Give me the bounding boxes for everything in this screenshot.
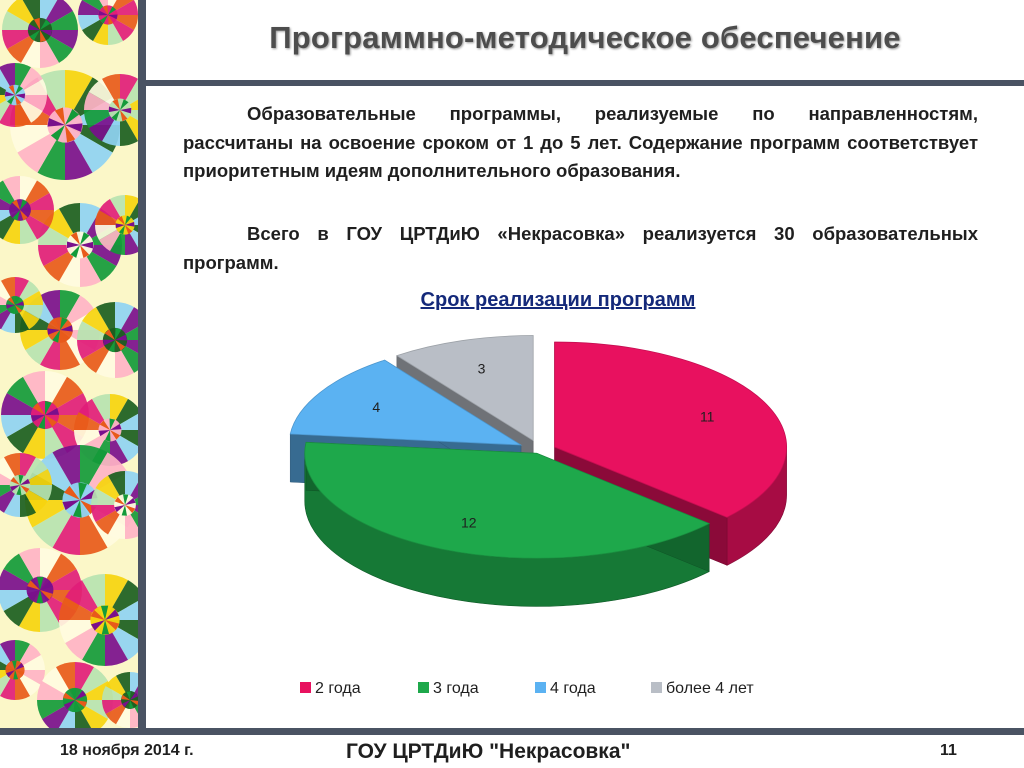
footer-organization: ГОУ ЦРТДиЮ "Некрасовка": [346, 740, 631, 763]
pinwheel-21: [102, 672, 138, 728]
left-border-bar: [138, 0, 146, 728]
legend-swatch-2: [418, 682, 429, 693]
data-label-4: 3: [478, 361, 486, 377]
legend-label-3: 4 года: [550, 680, 596, 697]
footer-bar: [0, 728, 1024, 735]
pinwheel-15: [0, 453, 52, 517]
pinwheel-4: [0, 63, 47, 127]
legend-swatch-1: [300, 682, 311, 693]
pinwheel-18: [59, 574, 138, 666]
title-underline-bar: [146, 80, 1024, 86]
body-paragraph-1: Образовательные программы, реализуемые п…: [183, 103, 978, 181]
pinwheel-20: [37, 662, 113, 728]
pinwheel-19: [0, 640, 45, 700]
pinwheel-11: [77, 302, 138, 378]
pinwheel-1: [1, 0, 78, 68]
pinwheel-7: [0, 176, 54, 245]
data-label-1: 11: [700, 408, 715, 424]
pinwheel-13: [74, 394, 138, 466]
pie-chart: 11 12 4 3 2 года 3 года 4 года более 4 лет: [289, 335, 787, 697]
legend-label-1: 2 года: [315, 680, 361, 697]
pie-slice-4: [395, 335, 534, 442]
legend-swatch-4: [651, 682, 662, 693]
pinwheel-12: [0, 371, 89, 459]
legend-label-2: 3 года: [433, 680, 479, 697]
footer-date: 18 ноября 2014 г.: [60, 742, 194, 759]
legend-label-4: более 4 лет: [666, 680, 754, 697]
legend-swatch-3: [535, 682, 546, 693]
data-label-2: 12: [461, 514, 477, 530]
pinwheel-8: [94, 195, 138, 255]
slide-title: Программно-методическое обеспечение: [269, 20, 901, 55]
body-paragraph-2: Всего в ГОУ ЦРТДиЮ «Некрасовка» реализуе…: [183, 223, 978, 273]
pinwheel-5: [84, 74, 138, 146]
decorative-pinwheel-pattern: [0, 0, 138, 728]
decorative-pattern-strip: [0, 0, 138, 728]
pie-slice-1: [554, 341, 787, 518]
page-number: 11: [940, 742, 957, 759]
pinwheel-16: [91, 471, 138, 539]
pie-slice-2: [304, 441, 711, 559]
pie-slice-3: [289, 359, 523, 446]
data-label-3: 4: [372, 399, 380, 415]
pinwheel-10: [0, 277, 43, 333]
chart-legend: 2 года 3 года 4 года более 4 лет: [300, 680, 754, 697]
chart-title: Срок реализации программ: [420, 289, 696, 311]
pinwheel-2: [78, 0, 138, 45]
